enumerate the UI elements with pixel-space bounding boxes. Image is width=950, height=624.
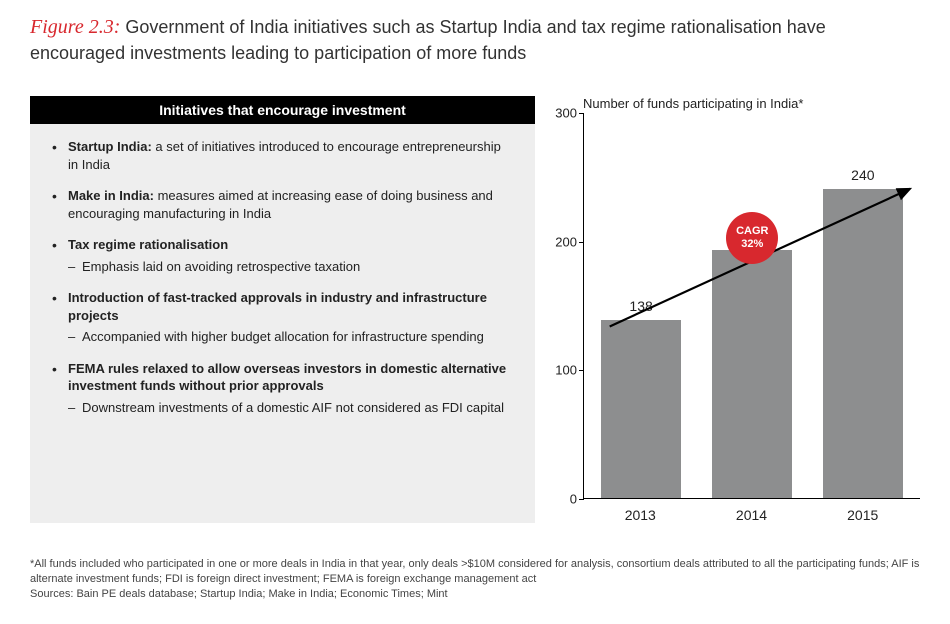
figure-label: Figure 2.3: xyxy=(30,16,120,38)
footnote-text: *All funds included who participated in … xyxy=(30,557,920,587)
x-tick-label: 2014 xyxy=(736,507,767,523)
bar-value-label: 138 xyxy=(601,298,682,314)
panel-item-title: Introduction of fast-tracked approvals i… xyxy=(68,290,487,323)
x-tick-label: 2015 xyxy=(847,507,878,523)
panel-item-title: Make in India: xyxy=(68,188,154,203)
y-tick-label: 300 xyxy=(555,106,577,121)
bar: 138 xyxy=(601,320,682,498)
panel-item-title: FEMA rules relaxed to allow overseas inv… xyxy=(68,361,506,394)
panel-item-title: Startup India: xyxy=(68,139,152,154)
bar-chart: Number of funds participating in India* … xyxy=(535,96,920,523)
panel-sub-item: Emphasis laid on avoiding retrospective … xyxy=(68,258,513,276)
panel-body: Startup India: a set of initiatives intr… xyxy=(30,124,535,435)
panel-item: Introduction of fast-tracked approvals i… xyxy=(52,289,513,346)
bar-value-label: 240 xyxy=(823,167,904,183)
bar: 240 xyxy=(823,189,904,498)
panel-header: Initiatives that encourage investment xyxy=(30,96,535,124)
chart-area: 0100200300 CAGR 32% 138193240 2013201420… xyxy=(547,113,920,523)
figure-caption: Government of India initiatives such as … xyxy=(30,17,826,63)
panel-item: Startup India: a set of initiatives intr… xyxy=(52,138,513,173)
y-tick-label: 100 xyxy=(555,363,577,378)
chart-plot: CAGR 32% 138 193 240 xyxy=(583,113,920,499)
panel-item: Make in India: measures aimed at increas… xyxy=(52,187,513,222)
initiatives-panel: Initiatives that encourage investment St… xyxy=(30,96,535,523)
content-row: Initiatives that encourage investment St… xyxy=(30,96,920,523)
panel-sub-item: Accompanied with higher budget allocatio… xyxy=(68,328,513,346)
panel-item: FEMA rules relaxed to allow overseas inv… xyxy=(52,360,513,417)
cagr-label: CAGR xyxy=(736,225,768,238)
y-tick-label: 0 xyxy=(570,492,577,507)
panel-item: Tax regime rationalisation Emphasis laid … xyxy=(52,236,513,275)
footnote-sources: Sources: Bain PE deals database; Startup… xyxy=(30,587,920,602)
bar: 193 xyxy=(712,250,793,498)
footnotes: *All funds included who participated in … xyxy=(30,557,920,602)
x-axis: 2013 2014 2015 xyxy=(583,501,920,523)
panel-sub-item: Downstream investments of a domestic AIF… xyxy=(68,399,513,417)
cagr-value: 32% xyxy=(741,238,763,251)
x-tick-label: 2013 xyxy=(625,507,656,523)
figure-title: Figure 2.3: Government of India initiati… xyxy=(30,14,920,65)
panel-item-title: Tax regime rationalisation xyxy=(68,237,228,252)
y-tick-label: 200 xyxy=(555,234,577,249)
chart-title: Number of funds participating in India* xyxy=(583,96,920,111)
y-axis: 0100200300 xyxy=(547,113,579,523)
cagr-badge: CAGR 32% xyxy=(726,212,778,264)
